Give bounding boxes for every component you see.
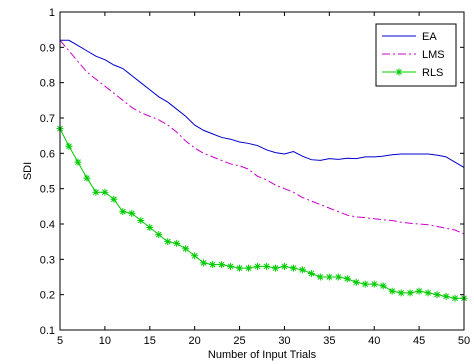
legend-label-ea: EA [422,31,437,43]
x-tick-label: 15 [144,335,156,347]
data-point-rls [361,280,369,288]
legend-box [375,23,457,87]
data-point-rls [280,262,288,270]
series-line-rls [59,128,464,299]
x-tick-label: 50 [458,335,470,347]
data-point-rls [173,239,181,247]
data-point-rls [191,252,199,260]
data-point-rls [415,287,423,295]
data-point-rls [254,262,262,270]
y-tick-label: 0.3 [40,254,55,266]
data-point-rls [406,289,414,297]
data-point-rls [298,266,306,274]
data-point-rls [433,291,441,299]
y-tick-label: 0.9 [40,42,55,54]
data-point-rls [101,188,109,196]
x-tick-label: 10 [99,335,111,347]
x-tick-label: 40 [368,335,380,347]
series-line-ea [60,39,465,168]
y-tick-label: 0.4 [40,219,55,231]
axes: 5 10 15 20 25 30 35 40 45 50 0.1 0.2 0.3 0.4 0.5 0.6 0.7… [40,7,470,347]
x-tick-label: 25 [233,335,245,347]
y-tick-label: 0.6 [40,148,55,160]
data-point-rls [200,259,208,267]
data-point-rls [209,261,217,269]
data-point-rls [379,282,387,290]
y-tick-label: 0.1 [40,325,55,337]
data-point-rls [334,273,342,281]
data-point-rls [316,273,324,281]
data-point-rls [110,195,118,203]
x-tick-label: 35 [323,335,335,347]
data-point-rls [307,269,315,277]
x-tick-label: 30 [278,335,290,347]
x-tick-label: 20 [189,335,201,347]
data-point-rls [352,278,360,286]
data-point-rls [397,289,405,297]
legend: EA LMS RLS [375,23,457,87]
data-point-rls [370,280,378,288]
data-point-rls [83,174,91,182]
data-point-rls [442,292,450,300]
x-tick-label: 45 [413,335,425,347]
data-point-rls [119,208,127,216]
data-point-rls [128,209,136,217]
data-point-rls [343,275,351,283]
series-lines [59,39,465,299]
data-point-rls [325,273,333,281]
x-tick-label: 5 [57,335,63,347]
data-point-rls [271,264,279,272]
data-point-rls [92,188,100,196]
data-point-rls [74,158,82,166]
y-tick-label: 0.2 [40,290,55,302]
data-point-rls [451,294,459,302]
data-point-rls [262,262,270,270]
data-point-rls [289,264,297,272]
y-tick-label: 0.7 [40,113,55,125]
data-point-rls [164,238,172,246]
y-tick-label: 1 [49,7,55,19]
legend-marker-rls [395,68,403,76]
x-axis-title: Number of Input Trials [208,349,317,361]
y-tick-label: 0.5 [40,184,55,196]
data-point-rls [424,289,432,297]
data-point-rls [137,216,145,224]
data-point-rls [65,142,73,150]
series-line-lms [59,39,465,235]
data-point-rls [245,264,253,272]
plot-frame [59,11,465,331]
data-point-rls [218,261,226,269]
data-point-rls [388,287,396,295]
series-markers [56,125,468,302]
y-axis-title: SDI [22,162,34,180]
data-point-rls [182,245,190,253]
legend-label-rls: RLS [422,67,443,79]
data-point-rls [236,264,244,272]
y-tick-label: 0.8 [40,78,55,90]
data-point-rls [227,262,235,270]
data-point-rls [155,231,163,239]
data-point-rls [146,224,154,232]
legend-label-lms: LMS [422,49,445,61]
